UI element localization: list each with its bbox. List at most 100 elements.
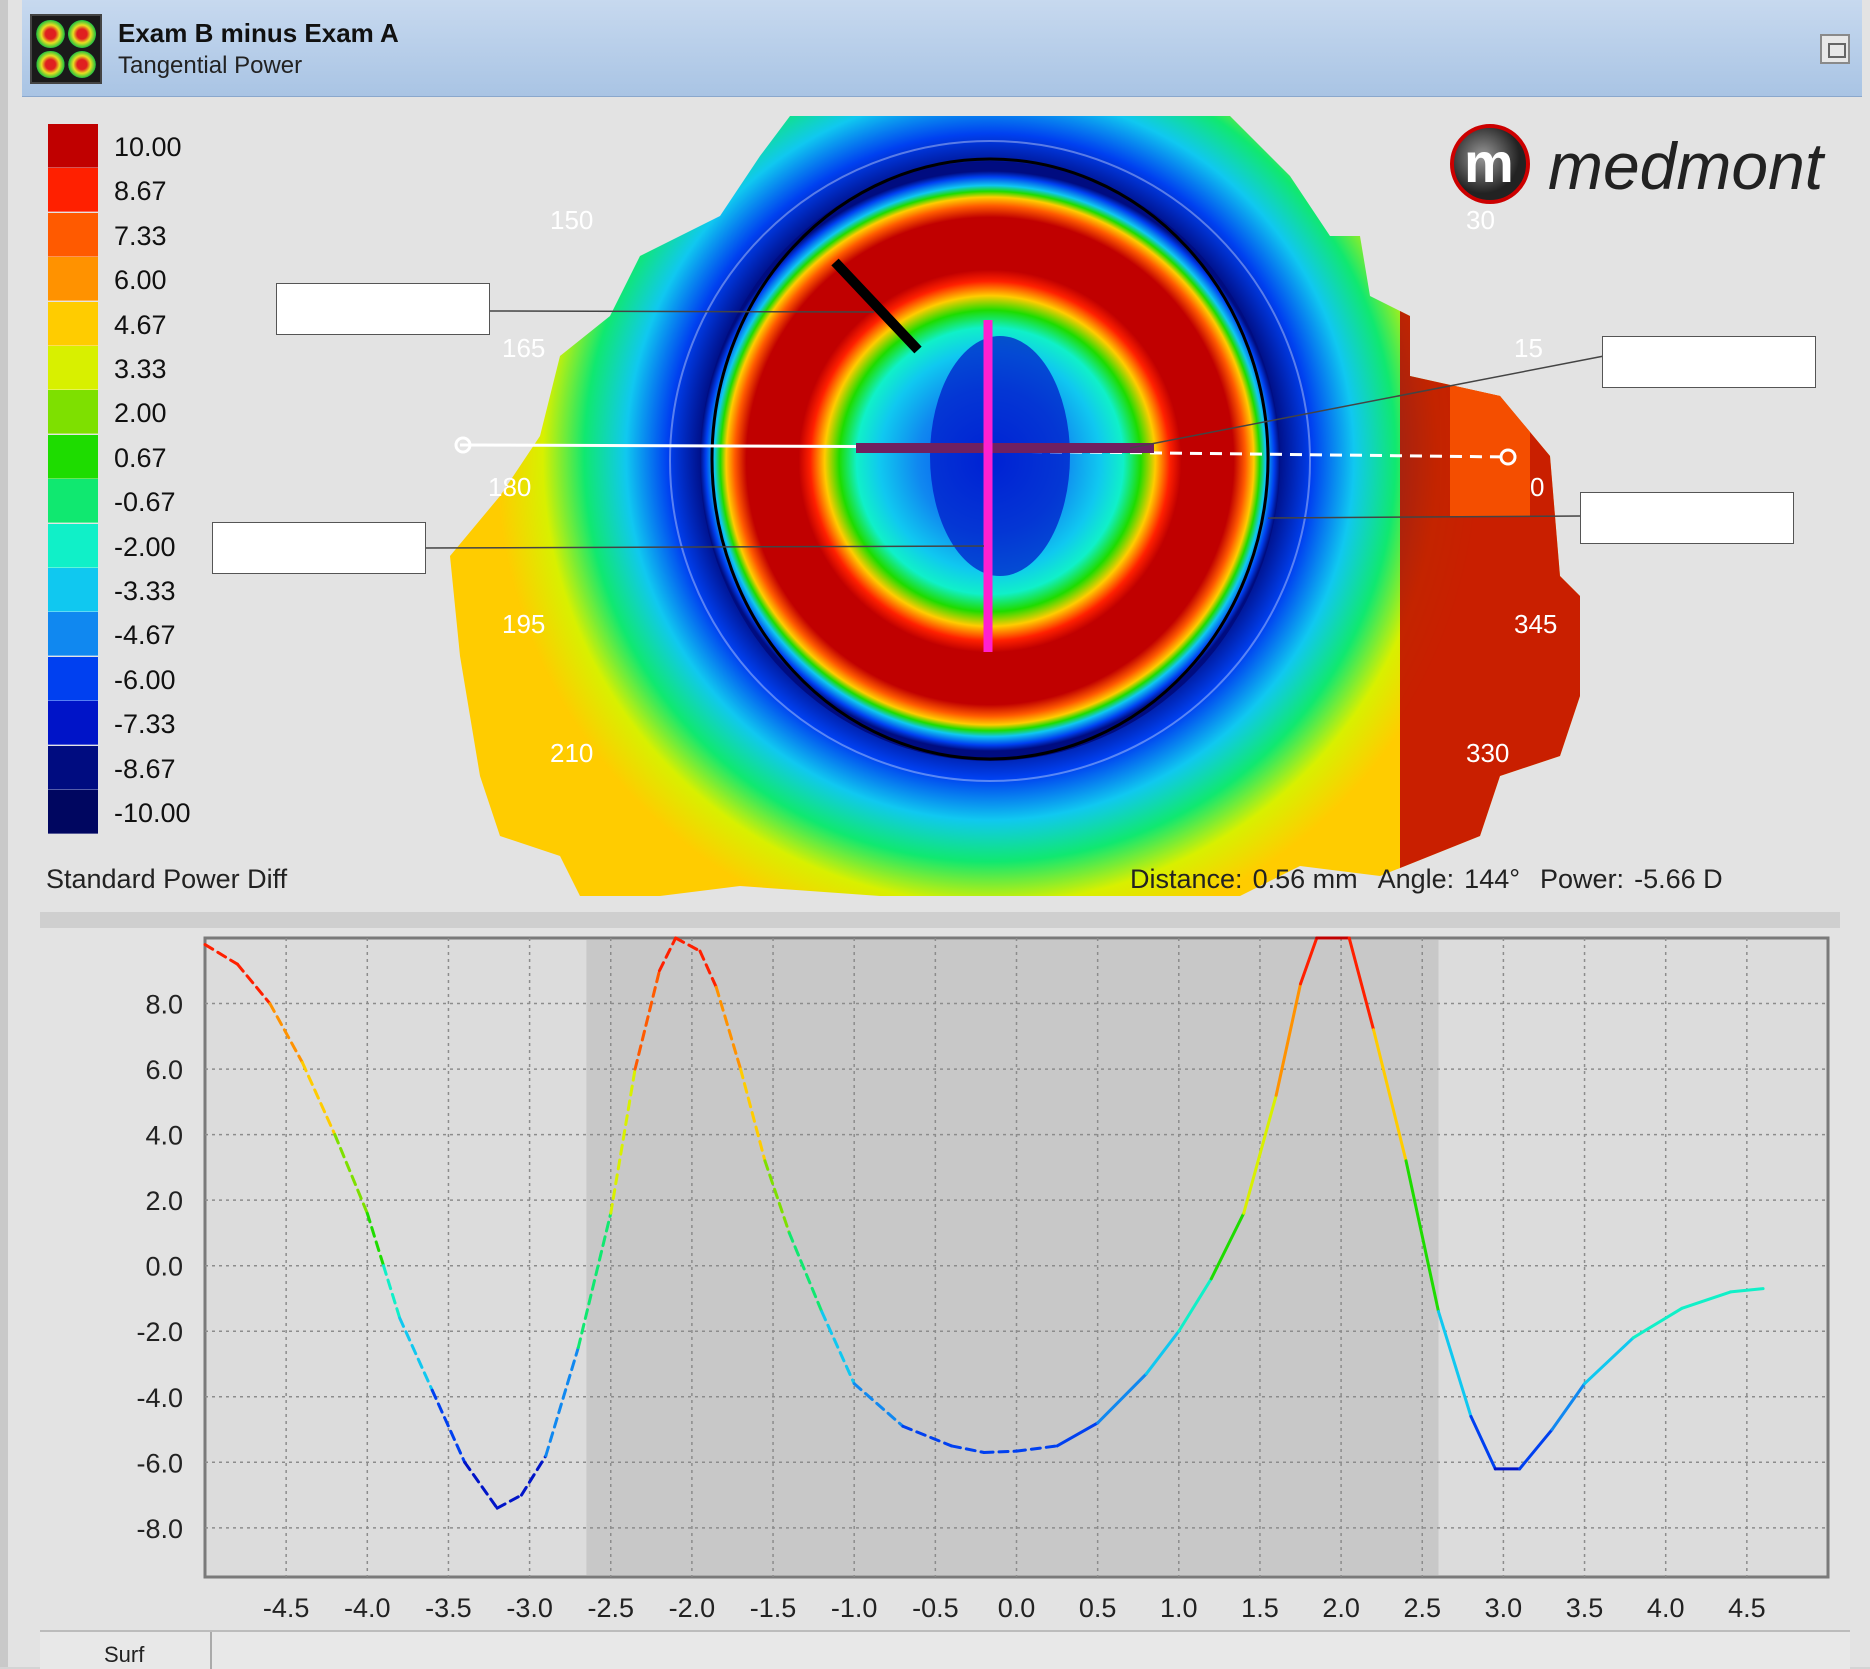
legend-label: -2.00 [114,531,176,562]
x-tick-label: -2.5 [587,1593,634,1623]
profile-curve-segment [268,1002,304,1065]
legend-entry: -0.67 [48,479,308,524]
x-tick-label: -4.5 [263,1593,310,1623]
legend-swatch [48,701,98,746]
profile-curve-segment [544,1346,580,1458]
legend-label: -8.67 [114,753,176,784]
legend-entry: 6.00 [48,257,308,302]
legend-swatch [48,568,98,612]
window-subtitle: Tangential Power [118,52,303,79]
legend-swatch [48,124,98,168]
profile-curve-segment [787,1231,824,1314]
legend-swatch [48,656,98,701]
profile-curve-segment [1372,1028,1408,1163]
angle-value: 144° [1464,864,1521,894]
legend-entry: -2.00 [48,523,308,568]
panel-splitter[interactable] [40,912,1840,928]
profile-curve-segment [235,962,272,1006]
restore-window-icon[interactable] [1820,34,1850,64]
x-tick-label: -3.5 [425,1593,472,1623]
legend-swatch [48,301,98,346]
annotation-box-2 [1602,336,1816,388]
profile-curve-segment [333,1133,369,1215]
callout-leader-1 [489,310,875,313]
legend-label: -0.67 [114,487,176,518]
angle-label-15: 15 [1514,333,1543,363]
profile-curve-segment [1583,1336,1635,1386]
callout-leader-3 [423,545,985,549]
y-tick-label: 0.0 [145,1252,183,1282]
profile-curve-segment [519,1454,548,1497]
legend-swatch [48,612,98,657]
profile-curve-segment [1299,936,1319,986]
profile-curve-segment [203,943,239,966]
legend-label: 6.00 [114,265,167,296]
profile-handle-right[interactable] [1499,448,1517,466]
legend-swatch [48,523,98,568]
profile-curve-segment [1242,1093,1278,1215]
callout-leader-2 [1129,355,1605,449]
profile-curve-segment [398,1316,434,1392]
profile-handle-left[interactable] [454,436,472,454]
legend-label: -6.00 [114,664,176,695]
power-profile-chart[interactable]: -4.5 -4.0 -3.5 -3.0 -2.5 -2.0 -1.5 -1.0 -0.5 0.0 0… [0,930,1870,1630]
legend-title: Standard Power Diff [46,864,288,894]
angle-label-30: 30 [1466,205,1495,235]
legend-swatch [48,390,98,435]
x-tick-label: -4.0 [344,1593,391,1623]
power-label: Power: [1540,864,1625,894]
angle-label-165: 165 [502,333,545,363]
profile-curve-segment [657,936,678,973]
legend-entry: -4.67 [48,612,308,657]
angle-label-150: 150 [550,205,593,235]
power-value: -5.66 D [1634,864,1723,894]
legend-entry: 10.00 [48,124,308,168]
profile-curve-segment [382,1264,402,1320]
x-tick-label: 3.5 [1566,1593,1604,1623]
legend-label: 0.67 [114,442,167,473]
legend-swatch [48,212,98,257]
profile-curve-segment [950,1444,986,1454]
profile-curve-segment [1347,936,1376,1032]
guide-circle [669,140,1311,782]
profile-curve-segment [1177,1277,1213,1333]
profile-curve-segment [763,1159,791,1235]
legend-swatch [48,479,98,524]
map-surface [450,116,1580,896]
profile-curve-segment [714,985,743,1071]
profile-curve-segment [1469,1414,1497,1471]
topography-map[interactable]: 150 165 180 195 210 30 15 0 345 330 [0,96,1870,916]
legend-entry: -7.33 [48,701,308,746]
profile-curve-segment [1550,1382,1587,1432]
legend-swatch [48,434,98,479]
legend-swatch [48,790,98,834]
medmont-logo-text: medmont [1548,129,1824,203]
callout-leader-4 [1267,515,1581,519]
x-tick-label: 1.5 [1241,1593,1279,1623]
x-tick-label: -0.5 [912,1593,959,1623]
angle-label-345: 345 [1514,609,1557,639]
legend-label: -4.67 [114,620,176,651]
x-tick-label: 2.5 [1403,1593,1441,1623]
legend-swatch [48,168,98,213]
distance-label: Distance: [1130,864,1243,894]
bottom-tab-strip: Surf [40,1630,1850,1669]
legend-label: 2.00 [114,398,167,429]
profile-curve-segment [495,1493,523,1510]
profile-curve-segment [1015,1444,1059,1453]
profile-curve-segment [1274,982,1303,1097]
title-bar[interactable]: Exam B minus Exam A Tangential Power [22,0,1862,97]
profile-curve-segment [1144,1329,1181,1376]
x-tick-label: 0.5 [1079,1593,1117,1623]
x-tick-label: -1.5 [750,1593,797,1623]
shaded-zone [586,940,1439,1575]
annotation-box-1 [276,283,490,335]
annotation-box-4 [1580,492,1794,544]
profile-curve-segment [1055,1421,1100,1448]
legend-label: 3.33 [114,354,167,384]
legend-swatch [48,257,98,302]
tab-surface[interactable]: Surf [40,1632,212,1669]
legend-entry: -8.67 [48,745,308,790]
profile-curve-segment [609,1067,637,1215]
